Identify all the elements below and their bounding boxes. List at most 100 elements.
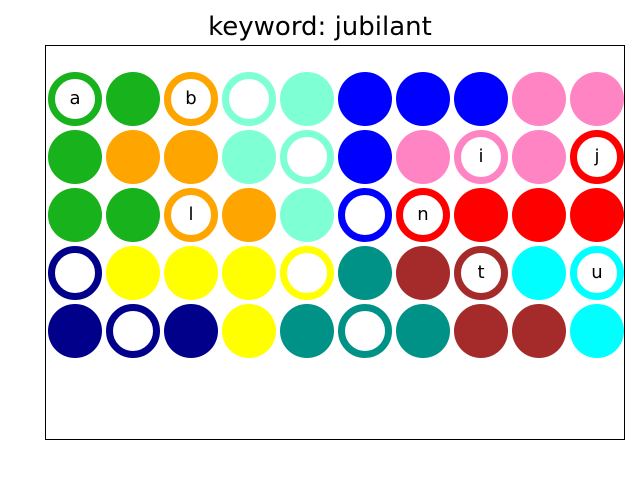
- ring-circle: u: [570, 246, 624, 300]
- grid-cell[interactable]: [222, 304, 276, 358]
- ring-circle: t: [454, 246, 508, 300]
- grid-cell[interactable]: [338, 72, 392, 126]
- grid-cell[interactable]: [454, 72, 508, 126]
- grid-cell[interactable]: [280, 130, 334, 184]
- grid-cell[interactable]: [106, 304, 160, 358]
- grid-cell[interactable]: u: [570, 246, 624, 300]
- ring-circle: [280, 130, 334, 184]
- cell-letter: a: [69, 88, 81, 109]
- solid-circle: [512, 246, 566, 300]
- solid-circle: [222, 188, 276, 242]
- grid-cell[interactable]: [396, 130, 450, 184]
- solid-circle: [48, 130, 102, 184]
- grid-cell[interactable]: j: [570, 130, 624, 184]
- grid-cell[interactable]: l: [164, 188, 218, 242]
- ring-circle: b: [164, 72, 218, 126]
- grid-cell[interactable]: [512, 246, 566, 300]
- solid-circle: [280, 304, 334, 358]
- grid-cell[interactable]: [396, 304, 450, 358]
- grid-cell[interactable]: [164, 304, 218, 358]
- cell-letter: t: [477, 262, 485, 283]
- keyword-title: keyword: jubilant: [208, 12, 432, 42]
- solid-circle: [512, 188, 566, 242]
- grid-cell[interactable]: [106, 72, 160, 126]
- ring-circle: [338, 188, 392, 242]
- grid-cell[interactable]: [280, 304, 334, 358]
- grid-cell[interactable]: [48, 130, 102, 184]
- grid-cell[interactable]: [48, 188, 102, 242]
- ring-circle: i: [454, 130, 508, 184]
- grid-cell[interactable]: [338, 188, 392, 242]
- solid-circle: [454, 72, 508, 126]
- solid-circle: [222, 246, 276, 300]
- ring-circle: n: [396, 188, 450, 242]
- grid-cell[interactable]: [338, 130, 392, 184]
- grid-cell[interactable]: [570, 188, 624, 242]
- grid-cell[interactable]: [280, 246, 334, 300]
- solid-circle: [454, 304, 508, 358]
- grid-cell[interactable]: [512, 72, 566, 126]
- game-board: a b i j l n t u: [45, 45, 625, 440]
- solid-circle: [280, 72, 334, 126]
- grid-cell[interactable]: [454, 304, 508, 358]
- grid-cell[interactable]: [164, 130, 218, 184]
- grid-cell[interactable]: [222, 188, 276, 242]
- grid-cell[interactable]: b: [164, 72, 218, 126]
- cell-letter: b: [185, 88, 197, 109]
- ring-circle: l: [164, 188, 218, 242]
- grid-cell[interactable]: [396, 72, 450, 126]
- grid-cell[interactable]: [280, 188, 334, 242]
- grid-cell[interactable]: [280, 72, 334, 126]
- grid-cell[interactable]: [222, 72, 276, 126]
- solid-circle: [396, 130, 450, 184]
- solid-circle: [396, 246, 450, 300]
- grid-cell[interactable]: [222, 130, 276, 184]
- grid-cell[interactable]: [106, 246, 160, 300]
- ring-circle: [48, 246, 102, 300]
- solid-circle: [338, 246, 392, 300]
- cell-letter: i: [478, 146, 484, 167]
- solid-circle: [570, 188, 624, 242]
- grid-cell[interactable]: [454, 188, 508, 242]
- solid-circle: [280, 188, 334, 242]
- solid-circle: [164, 246, 218, 300]
- ring-circle: j: [570, 130, 624, 184]
- grid-cell[interactable]: [338, 304, 392, 358]
- grid-cell[interactable]: [338, 246, 392, 300]
- solid-circle: [164, 304, 218, 358]
- grid-cell[interactable]: [48, 304, 102, 358]
- cell-letter: n: [417, 204, 429, 225]
- grid-cell[interactable]: [48, 246, 102, 300]
- grid-cell[interactable]: [512, 188, 566, 242]
- grid-cell[interactable]: [570, 304, 624, 358]
- grid-cell[interactable]: [396, 246, 450, 300]
- grid-cell[interactable]: i: [454, 130, 508, 184]
- grid-cell[interactable]: [512, 304, 566, 358]
- solid-circle: [106, 188, 160, 242]
- solid-circle: [106, 246, 160, 300]
- grid-cell[interactable]: a: [48, 72, 102, 126]
- grid-cell[interactable]: [512, 130, 566, 184]
- cell-letter: u: [591, 262, 603, 283]
- solid-circle: [222, 130, 276, 184]
- cell-letter: l: [188, 204, 194, 225]
- grid-cell[interactable]: t: [454, 246, 508, 300]
- solid-circle: [48, 304, 102, 358]
- grid-cell[interactable]: [164, 246, 218, 300]
- grid-cell[interactable]: [222, 246, 276, 300]
- grid-cell[interactable]: n: [396, 188, 450, 242]
- solid-circle: [570, 72, 624, 126]
- grid-cell[interactable]: [106, 130, 160, 184]
- ring-circle: [338, 304, 392, 358]
- cell-letter: j: [594, 146, 600, 167]
- solid-circle: [454, 188, 508, 242]
- ring-circle: [280, 246, 334, 300]
- ring-circle: [106, 304, 160, 358]
- solid-circle: [512, 72, 566, 126]
- solid-circle: [222, 304, 276, 358]
- grid-cell[interactable]: [106, 188, 160, 242]
- solid-circle: [396, 304, 450, 358]
- solid-circle: [396, 72, 450, 126]
- solid-circle: [512, 130, 566, 184]
- grid-cell[interactable]: [570, 72, 624, 126]
